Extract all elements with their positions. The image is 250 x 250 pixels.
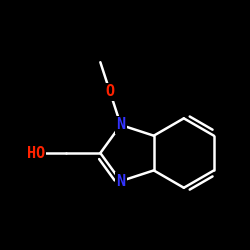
Text: N: N (116, 174, 125, 189)
Text: HO: HO (27, 146, 45, 160)
Text: N: N (116, 118, 125, 132)
Text: O: O (106, 84, 114, 100)
